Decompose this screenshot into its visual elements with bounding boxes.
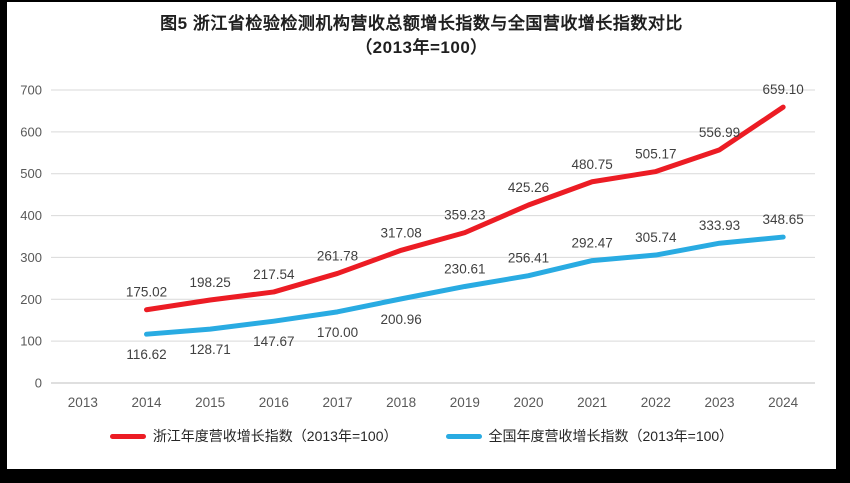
- x-axis-tick-label: 2017: [322, 395, 352, 410]
- chart-title: 图5 浙江省检验检测机构营收总额增长指数与全国营收增长指数对比 （2013年=1…: [7, 2, 836, 60]
- data-label: 128.71: [190, 342, 231, 357]
- x-axis-tick-label: 2023: [704, 395, 734, 410]
- legend-item-zhejiang: 浙江年度营收增长指数（2013年=100）: [109, 426, 398, 446]
- data-label: 147.67: [253, 334, 294, 349]
- data-label: 116.62: [126, 347, 166, 362]
- legend-line-sample-red: [109, 433, 146, 439]
- y-axis-tick-label: 600: [20, 124, 42, 139]
- x-axis-tick-label: 2014: [131, 395, 162, 410]
- data-label: 292.47: [572, 236, 613, 251]
- data-label: 556.99: [699, 125, 740, 140]
- data-label: 256.41: [508, 251, 549, 266]
- y-axis-tick-label: 0: [35, 376, 42, 391]
- legend-label-zhejiang: 浙江年度营收增长指数（2013年=100）: [152, 428, 398, 444]
- legend-line-sample-blue: [445, 433, 482, 439]
- data-label: 261.78: [317, 248, 358, 263]
- chart-title-line1: 图5 浙江省检验检测机构营收总额增长指数与全国营收增长指数对比: [160, 14, 683, 33]
- data-label: 198.25: [190, 275, 231, 290]
- data-label: 333.93: [699, 218, 740, 233]
- x-axis-tick-label: 2024: [768, 395, 799, 410]
- data-label: 317.08: [381, 225, 422, 240]
- x-axis-tick-label: 2022: [641, 395, 671, 410]
- data-label: 505.17: [635, 147, 676, 162]
- data-label: 230.61: [444, 261, 485, 276]
- data-label: 659.10: [763, 82, 804, 97]
- y-axis-tick-label: 500: [20, 166, 42, 181]
- x-axis-tick-label: 2019: [450, 395, 480, 410]
- y-axis-tick-label: 300: [20, 250, 42, 265]
- data-label: 217.54: [253, 267, 295, 282]
- x-axis-tick-label: 2020: [513, 395, 543, 410]
- data-label: 305.74: [635, 230, 677, 245]
- y-axis-tick-label: 700: [20, 83, 42, 98]
- x-axis-tick-label: 2021: [577, 395, 607, 410]
- y-axis-tick-label: 100: [20, 334, 42, 349]
- data-label: 348.65: [763, 212, 804, 227]
- x-axis-tick-label: 2018: [386, 395, 416, 410]
- data-label: 200.96: [381, 312, 422, 327]
- legend-label-national: 全国年度营收增长指数（2013年=100）: [488, 428, 734, 444]
- x-axis-tick-label: 2015: [195, 395, 225, 410]
- x-axis-tick-label: 2016: [259, 395, 289, 410]
- chart-canvas: 图5 浙江省检验检测机构营收总额增长指数与全国营收增长指数对比 （2013年=1…: [7, 2, 836, 469]
- data-label: 170.00: [317, 325, 358, 340]
- series-line-0: [144, 104, 786, 313]
- x-axis-tick-label: 2013: [68, 395, 98, 410]
- chart-title-line2: （2013年=100）: [355, 38, 488, 57]
- data-label: 425.26: [508, 180, 549, 195]
- data-label: 175.02: [126, 285, 167, 300]
- data-label: 480.75: [572, 157, 613, 172]
- legend-item-national: 全国年度营收增长指数（2013年=100）: [445, 426, 734, 446]
- y-axis-tick-label: 400: [20, 208, 42, 223]
- data-label: 359.23: [444, 208, 485, 223]
- series-line-1: [144, 234, 786, 337]
- legend: 浙江年度营收增长指数（2013年=100） 全国年度营收增长指数（2013年=1…: [7, 426, 836, 446]
- plot-area: 0 100 200 300 400 500 600 700 2013 2014 2015 2016 20…: [20, 82, 815, 410]
- y-axis-tick-label: 200: [20, 292, 42, 307]
